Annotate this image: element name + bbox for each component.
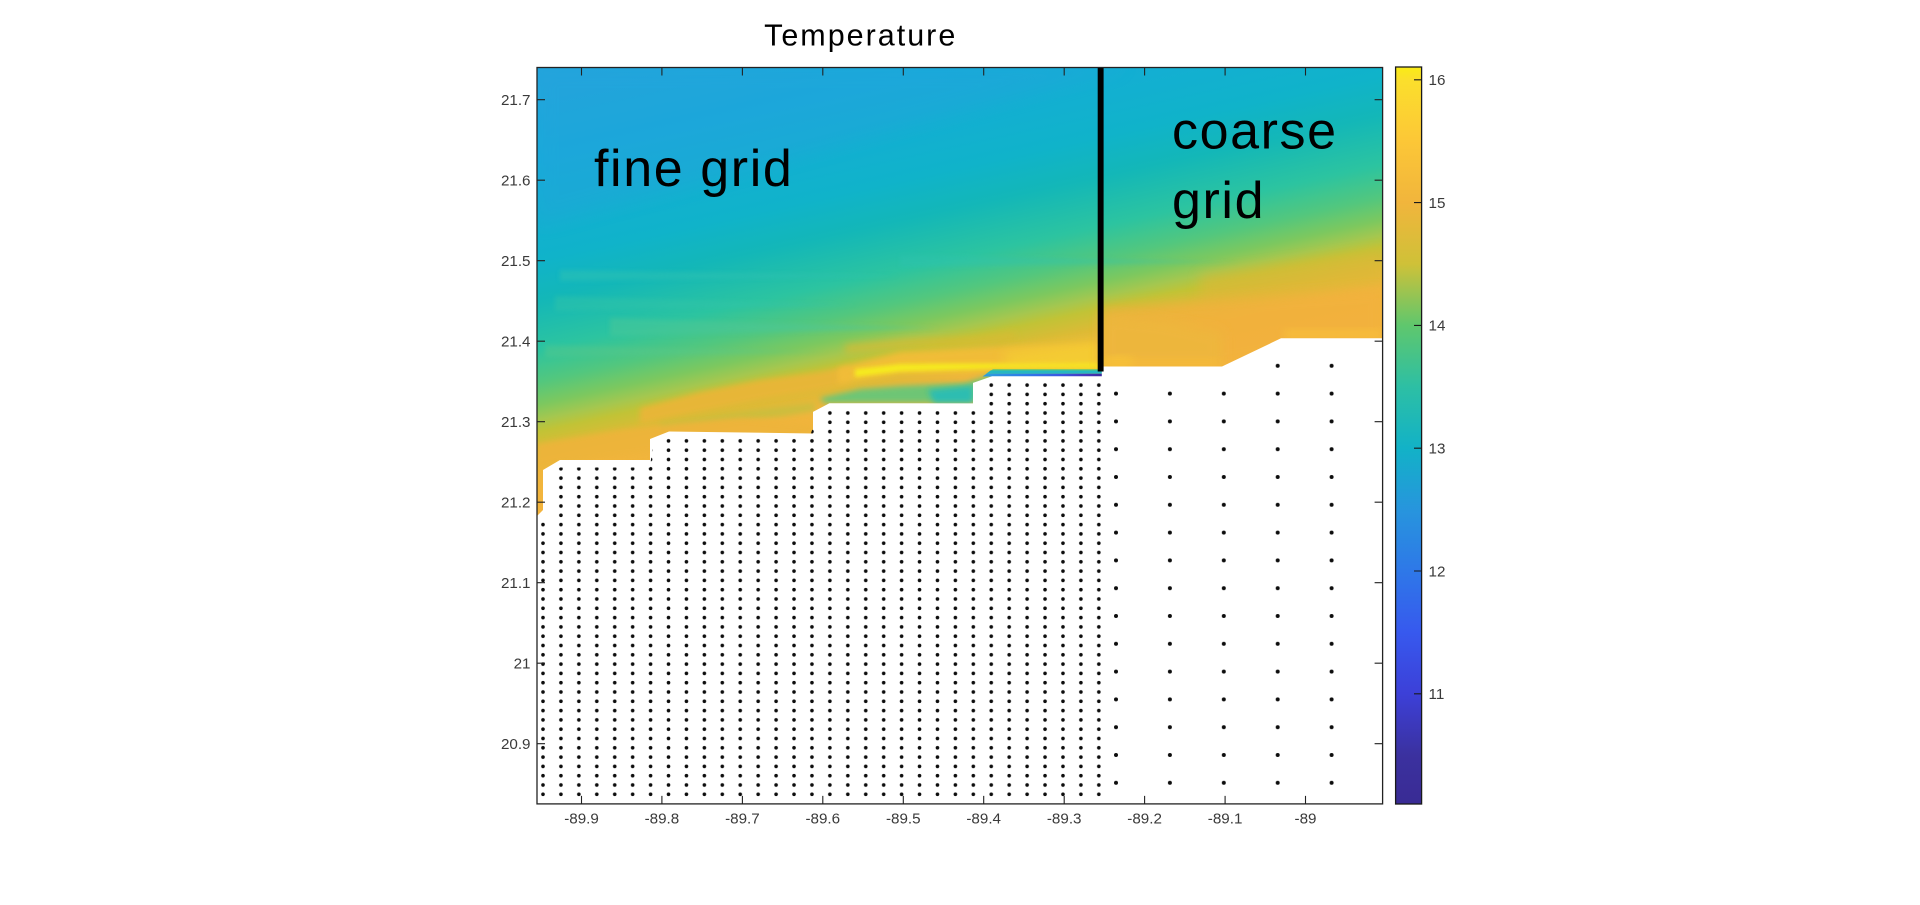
- svg-text:-89.6: -89.6: [805, 811, 840, 828]
- svg-text:-89.4: -89.4: [966, 811, 1001, 828]
- svg-text:-89.5: -89.5: [886, 811, 921, 828]
- svg-text:14: 14: [1429, 318, 1446, 335]
- svg-text:-89.9: -89.9: [564, 811, 599, 828]
- svg-text:21.6: 21.6: [501, 173, 531, 190]
- svg-text:20.9: 20.9: [501, 736, 531, 753]
- svg-text:21.5: 21.5: [501, 253, 531, 270]
- svg-text:coarse: coarse: [1172, 103, 1338, 161]
- svg-text:-89.1: -89.1: [1208, 811, 1243, 828]
- svg-text:-89.8: -89.8: [645, 811, 680, 828]
- svg-text:grid: grid: [1172, 172, 1265, 230]
- svg-text:12: 12: [1429, 563, 1446, 580]
- svg-text:-89: -89: [1295, 811, 1317, 828]
- svg-text:11: 11: [1429, 686, 1445, 703]
- svg-text:-89.2: -89.2: [1127, 811, 1162, 828]
- svg-text:21.7: 21.7: [501, 92, 531, 109]
- svg-text:Temperature: Temperature: [764, 19, 957, 53]
- svg-text:21.4: 21.4: [501, 334, 531, 351]
- svg-text:16: 16: [1429, 72, 1446, 89]
- svg-text:15: 15: [1429, 195, 1446, 212]
- svg-text:21.1: 21.1: [501, 575, 531, 592]
- svg-text:21.3: 21.3: [501, 414, 531, 431]
- svg-text:-89.7: -89.7: [725, 811, 760, 828]
- svg-text:21: 21: [514, 656, 531, 673]
- svg-text:fine grid: fine grid: [594, 140, 793, 198]
- svg-text:13: 13: [1429, 441, 1446, 458]
- svg-text:21.2: 21.2: [501, 495, 531, 512]
- svg-text:-89.3: -89.3: [1047, 811, 1082, 828]
